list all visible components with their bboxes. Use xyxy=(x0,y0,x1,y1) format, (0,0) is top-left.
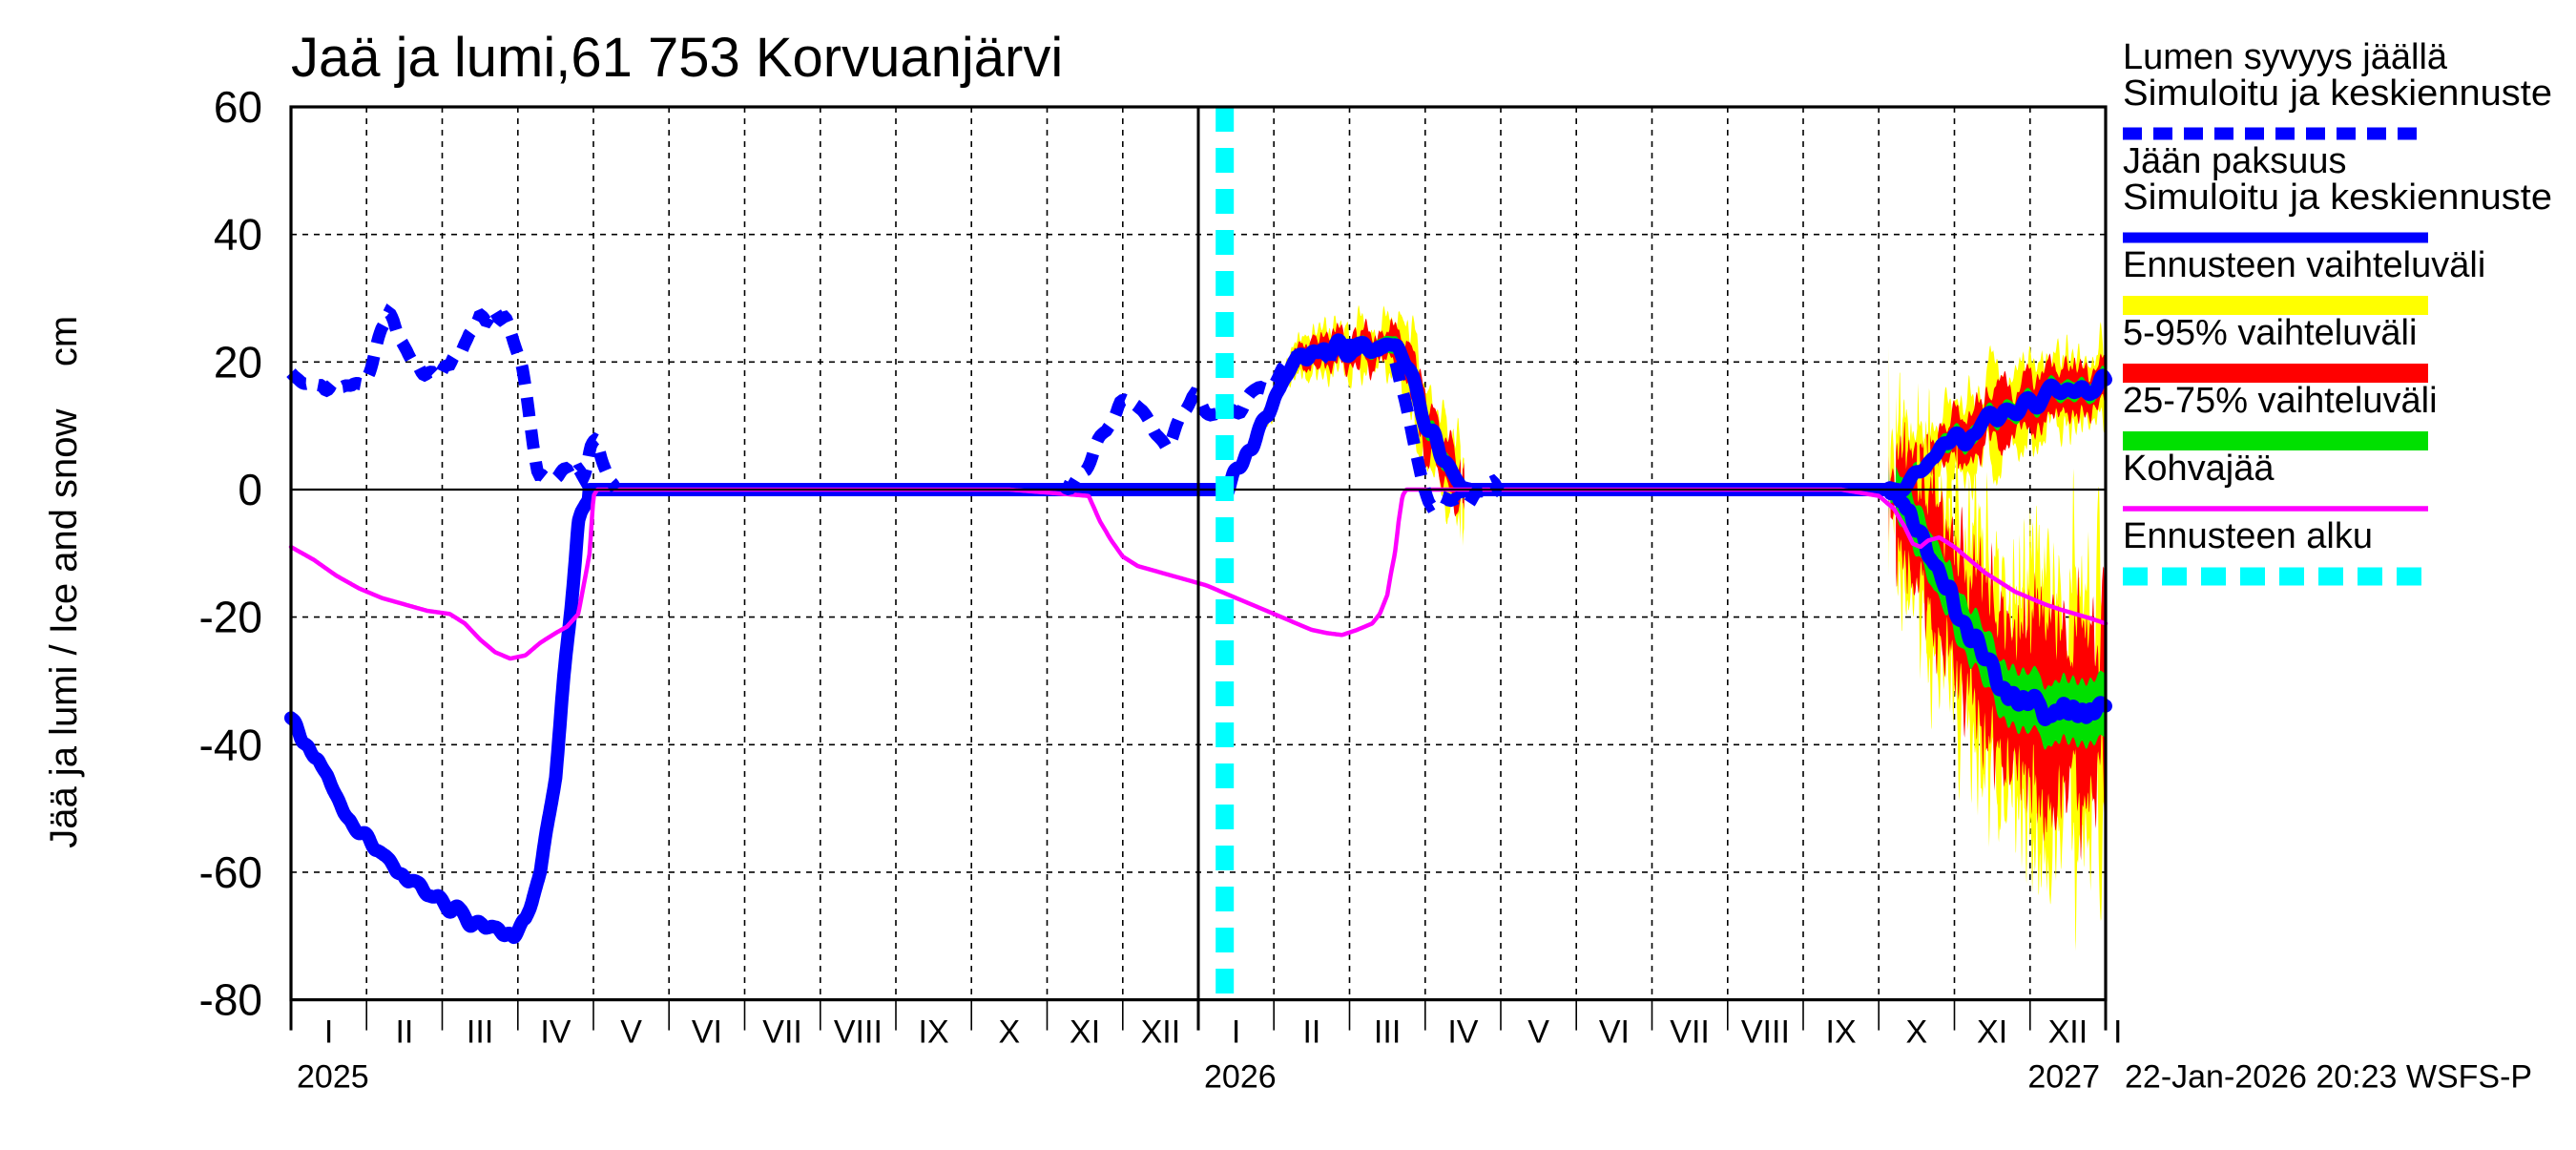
svg-text:XI: XI xyxy=(1977,1014,2007,1051)
svg-text:VII: VII xyxy=(1670,1014,1710,1051)
svg-text:22-Jan-2026 20:23 WSFS-P: 22-Jan-2026 20:23 WSFS-P xyxy=(2125,1059,2532,1096)
svg-text:Ennusteen vaihteluväli: Ennusteen vaihteluväli xyxy=(2123,245,2485,285)
svg-text:XII: XII xyxy=(1141,1014,1181,1051)
svg-text:2027: 2027 xyxy=(2027,1059,2100,1096)
svg-text:I: I xyxy=(324,1014,333,1051)
svg-text:XII: XII xyxy=(2048,1014,2088,1051)
svg-text:V: V xyxy=(1527,1014,1549,1051)
svg-text:5-95% vaihteluväli: 5-95% vaihteluväli xyxy=(2123,313,2417,353)
svg-text:VIII: VIII xyxy=(1741,1014,1790,1051)
svg-text:IV: IV xyxy=(540,1014,571,1051)
svg-text:2026: 2026 xyxy=(1204,1059,1277,1096)
svg-text:-20: -20 xyxy=(199,593,262,642)
svg-text:V: V xyxy=(620,1014,642,1051)
svg-text:2025: 2025 xyxy=(297,1059,369,1096)
svg-text:VI: VI xyxy=(1599,1014,1630,1051)
svg-text:IV: IV xyxy=(1447,1014,1478,1051)
svg-text:Simuloitu ja keskiennuste: Simuloitu ja keskiennuste xyxy=(2123,178,2552,218)
svg-text:I: I xyxy=(1232,1014,1240,1051)
svg-text:-40: -40 xyxy=(199,720,262,769)
svg-text:60: 60 xyxy=(214,82,262,132)
svg-text:Ennusteen alku: Ennusteen alku xyxy=(2123,516,2373,556)
svg-text:III: III xyxy=(467,1014,493,1051)
svg-text:VII: VII xyxy=(762,1014,802,1051)
svg-text:-80: -80 xyxy=(199,975,262,1025)
svg-text:Kohvajää: Kohvajää xyxy=(2123,449,2275,489)
svg-text:0: 0 xyxy=(238,465,262,514)
svg-text:I: I xyxy=(2113,1014,2122,1051)
svg-text:VI: VI xyxy=(692,1014,722,1051)
svg-text:IX: IX xyxy=(1826,1014,1857,1051)
svg-text:II: II xyxy=(395,1014,413,1051)
svg-text:IX: IX xyxy=(919,1014,949,1051)
svg-text:Jaä ja lumi,61 753 Korvuanjärv: Jaä ja lumi,61 753 Korvuanjärvi xyxy=(291,27,1063,89)
svg-text:Lumen syvyys jäällä: Lumen syvyys jäällä xyxy=(2123,37,2448,77)
svg-text:20: 20 xyxy=(214,337,262,387)
svg-text:VIII: VIII xyxy=(834,1014,883,1051)
svg-text:25-75% vaihteluväli: 25-75% vaihteluväli xyxy=(2123,381,2438,421)
svg-text:Jään paksuus: Jään paksuus xyxy=(2123,141,2347,181)
svg-text:III: III xyxy=(1374,1014,1401,1051)
svg-text:-60: -60 xyxy=(199,847,262,897)
svg-text:II: II xyxy=(1302,1014,1320,1051)
svg-text:Jää ja lumi / Ice and snow: Jää ja lumi / Ice and snow cm xyxy=(43,316,85,848)
svg-text:40: 40 xyxy=(214,210,262,260)
svg-text:XI: XI xyxy=(1070,1014,1100,1051)
svg-text:X: X xyxy=(1906,1014,1928,1051)
svg-text:X: X xyxy=(999,1014,1021,1051)
svg-text:Simuloitu ja keskiennuste: Simuloitu ja keskiennuste xyxy=(2123,73,2552,114)
